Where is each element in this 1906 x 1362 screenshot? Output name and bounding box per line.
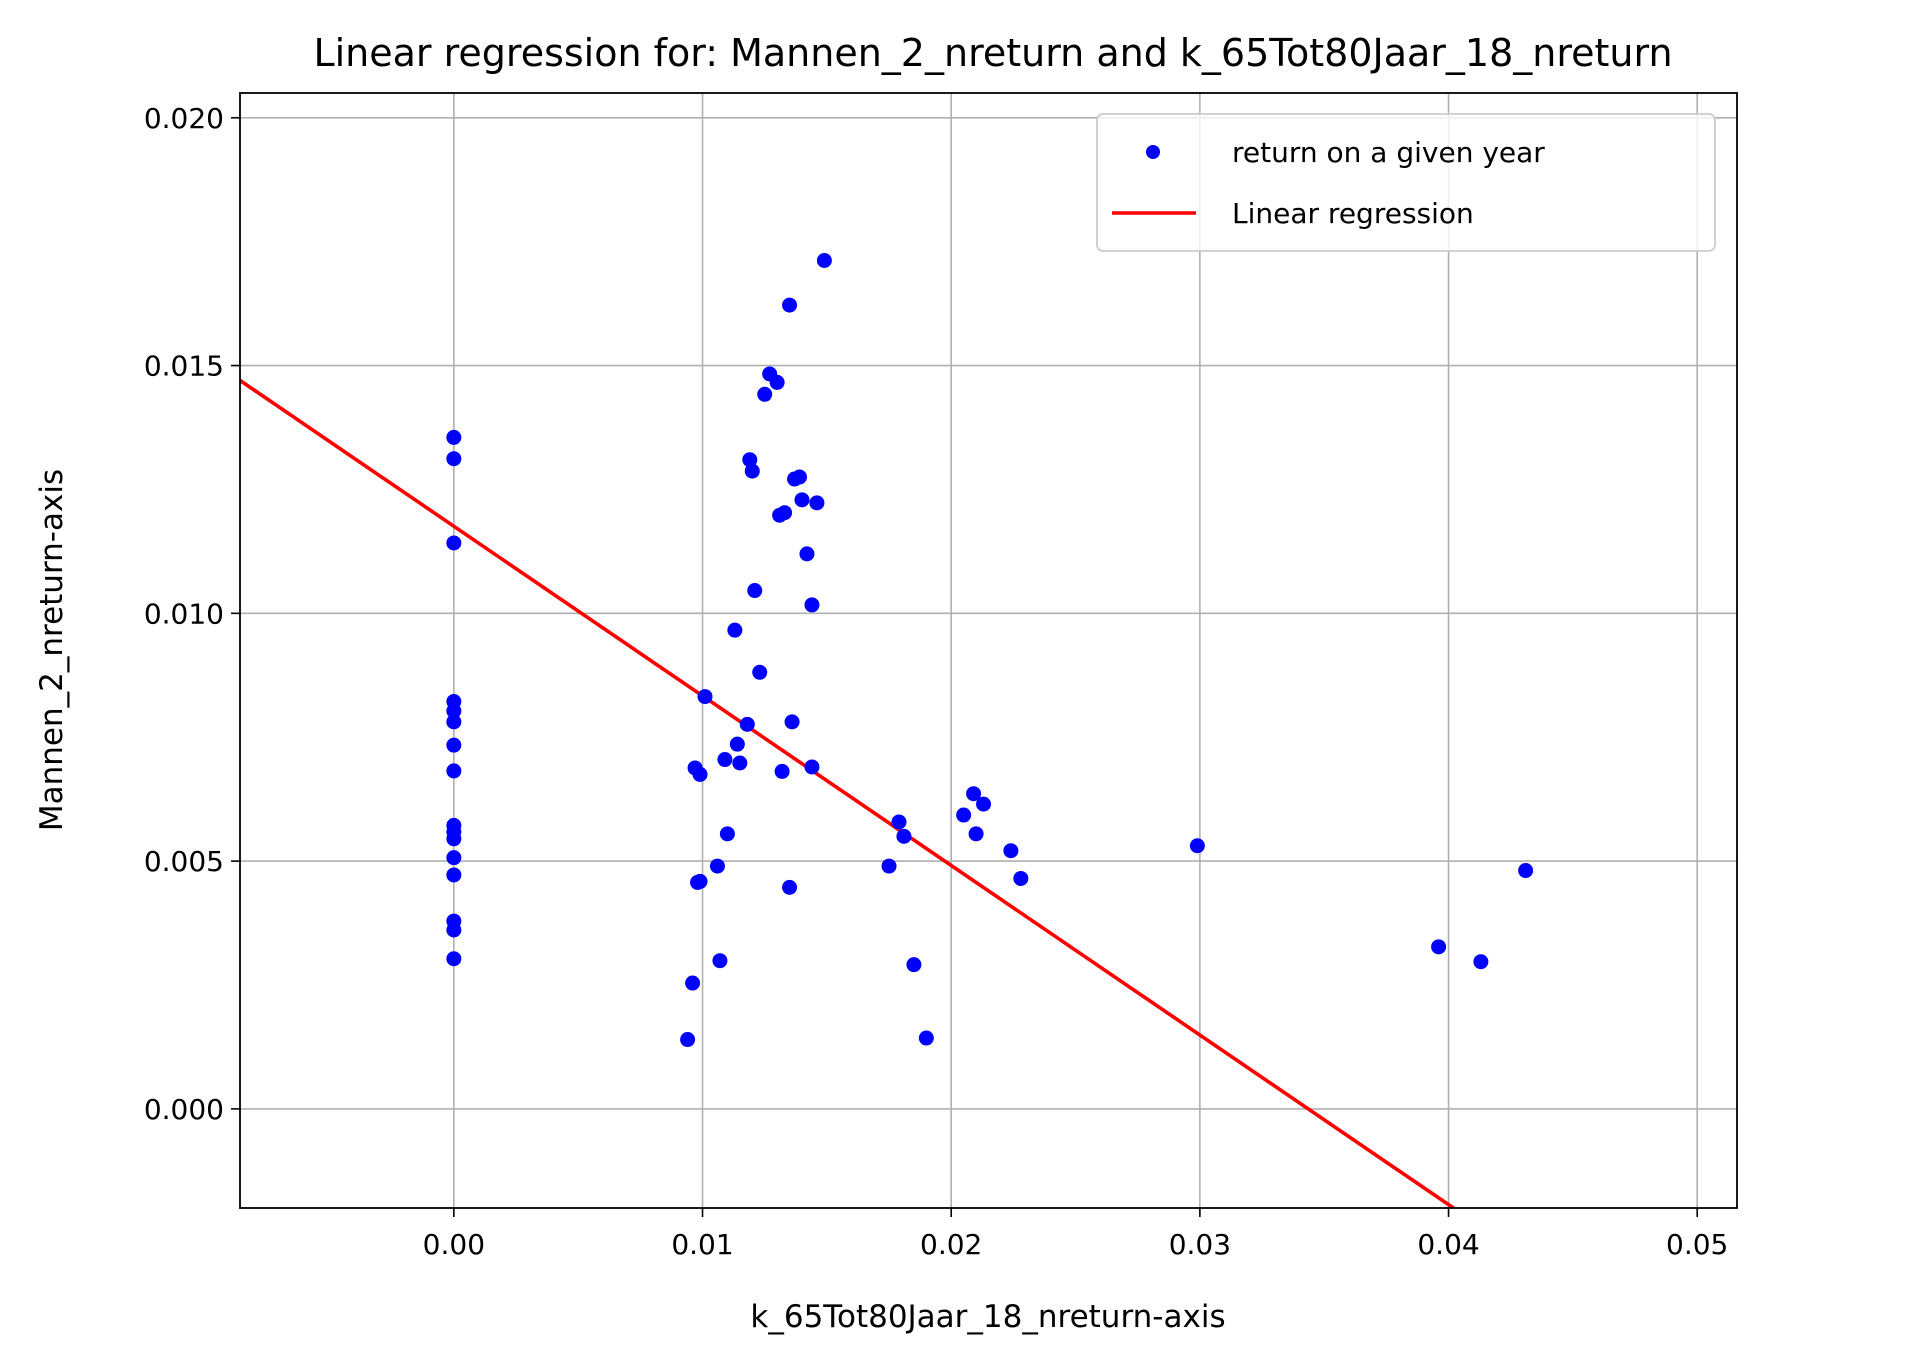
- scatter-point: [732, 755, 748, 771]
- scatter-point: [446, 867, 462, 883]
- scatter-point: [446, 535, 462, 551]
- y-tick-label: 0.010: [144, 597, 224, 630]
- scatter-point: [782, 297, 798, 313]
- regression-line-layer: [240, 378, 1455, 1208]
- scatter-point: [717, 752, 733, 768]
- scatter-point: [1189, 838, 1205, 854]
- scatter-point: [446, 451, 462, 467]
- scatter-point: [809, 495, 825, 511]
- y-tick-label: 0.000: [144, 1093, 224, 1126]
- scatter-point: [906, 957, 922, 973]
- x-tick-label: 0.03: [1169, 1228, 1231, 1261]
- scatter-point: [966, 786, 982, 802]
- x-tick-label: 0.02: [920, 1228, 982, 1261]
- y-axis-label: Mannen_2_nreturn-axis: [34, 469, 70, 831]
- scatter-point: [799, 546, 815, 562]
- scatter-point: [782, 879, 798, 895]
- scatter-point: [729, 736, 745, 752]
- plot-frame: [239, 92, 1738, 1209]
- scatter-point: [769, 374, 785, 390]
- scatter-point: [1003, 843, 1019, 859]
- scatter-point: [744, 463, 760, 479]
- scatter-point: [446, 429, 462, 445]
- scatter-point: [685, 975, 701, 991]
- chart-title: Linear regression for: Mannen_2_nreturn …: [313, 31, 1672, 75]
- y-tick-label: 0.015: [144, 350, 224, 383]
- scatter-point: [896, 828, 912, 844]
- scatter-point: [1518, 863, 1534, 879]
- x-axis-label: k_65Tot80Jaar_18_nreturn-axis: [750, 1299, 1225, 1335]
- scatter-point: [968, 826, 984, 842]
- scatter-point: [719, 826, 735, 842]
- regression-line: [240, 378, 1455, 1208]
- scatter-point: [446, 703, 462, 719]
- scatter-point: [804, 597, 820, 613]
- y-axis-ticks: 0.000 0.005 0.010 0.015 0.020: [144, 102, 240, 1126]
- scatter-point: [446, 714, 462, 730]
- x-tick-label: 0.00: [423, 1228, 485, 1261]
- scatter-point: [697, 689, 713, 705]
- scatter-point: [804, 759, 820, 775]
- scatter-point: [881, 858, 897, 874]
- scatter-point: [739, 716, 755, 732]
- x-axis-ticks: 0.00 0.01 0.02 0.03 0.04 0.05: [423, 1208, 1728, 1261]
- scatter-point: [752, 664, 768, 680]
- scatter-point: [891, 814, 907, 830]
- x-tick-label: 0.01: [671, 1228, 733, 1261]
- scatter-point: [712, 953, 728, 969]
- legend-box: [1096, 113, 1716, 252]
- scatter-point: [727, 622, 743, 638]
- x-tick-label: 0.05: [1666, 1228, 1728, 1261]
- legend-label-scatter: return on a given year: [1232, 136, 1545, 169]
- legend: return on a given year Linear regression: [1096, 113, 1716, 252]
- scatter-point: [1013, 870, 1029, 886]
- y-tick-label: 0.005: [144, 845, 224, 878]
- scatter-point: [680, 1032, 696, 1048]
- scatter-point: [774, 763, 790, 779]
- scatter-point: [794, 492, 810, 508]
- scatter-points-layer: [446, 252, 1534, 1048]
- plot-area: [240, 252, 1534, 1208]
- scatter-point: [692, 766, 708, 782]
- x-tick-label: 0.04: [1417, 1228, 1479, 1261]
- scatter-point: [742, 452, 758, 468]
- scatter-point: [777, 505, 793, 521]
- scatter-point: [816, 252, 832, 268]
- y-tick-label: 0.020: [144, 102, 224, 135]
- scatter-point: [1431, 939, 1447, 955]
- scatter-point: [446, 737, 462, 753]
- legend-scatter-marker: [1146, 145, 1160, 159]
- legend-label-line: Linear regression: [1232, 197, 1474, 230]
- scatter-point: [757, 386, 773, 402]
- scatter-point: [1473, 954, 1489, 970]
- scatter-point: [976, 796, 992, 812]
- scatter-point: [446, 951, 462, 967]
- scatter-point: [784, 714, 800, 730]
- scatter-point: [918, 1030, 934, 1046]
- scatter-point: [446, 763, 462, 779]
- scatter-point: [792, 469, 808, 485]
- scatter-point: [446, 922, 462, 938]
- scatter-point: [709, 858, 725, 874]
- scatter-point: [446, 831, 462, 847]
- scatter-point: [446, 850, 462, 866]
- scatter-point: [956, 807, 972, 823]
- scatter-point: [692, 873, 708, 889]
- scatter-point: [747, 583, 763, 599]
